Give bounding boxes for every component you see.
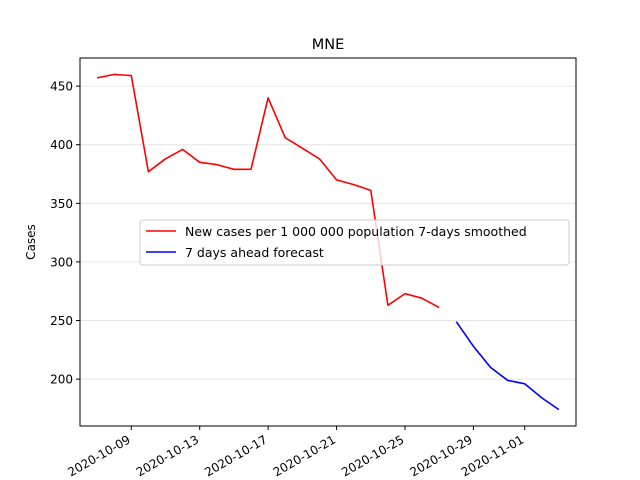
plot-frame: [79, 57, 577, 427]
legend-label-observed: New cases per 1 000 000 population 7-day…: [185, 224, 527, 239]
series-line-forecast: [455, 321, 560, 411]
y-tick-label: 450: [50, 80, 73, 94]
legend: New cases per 1 000 000 population 7-day…: [139, 219, 570, 266]
legend-label-forecast: 7 days ahead forecast: [185, 245, 324, 260]
y-tick-label: 400: [50, 138, 73, 152]
y-axis: 200 250 300 350 400 450: [50, 80, 80, 387]
y-tick-label: 200: [50, 373, 73, 387]
series-line-observed: [96, 73, 440, 309]
series-lines: [96, 73, 560, 411]
y-tick-label: 250: [50, 314, 73, 328]
y-tick-label: 350: [50, 197, 73, 211]
y-tick-label: 300: [50, 255, 73, 269]
legend-box: [139, 219, 570, 266]
chart-title: MNE: [312, 37, 345, 53]
y-axis-label: Cases: [24, 224, 38, 260]
